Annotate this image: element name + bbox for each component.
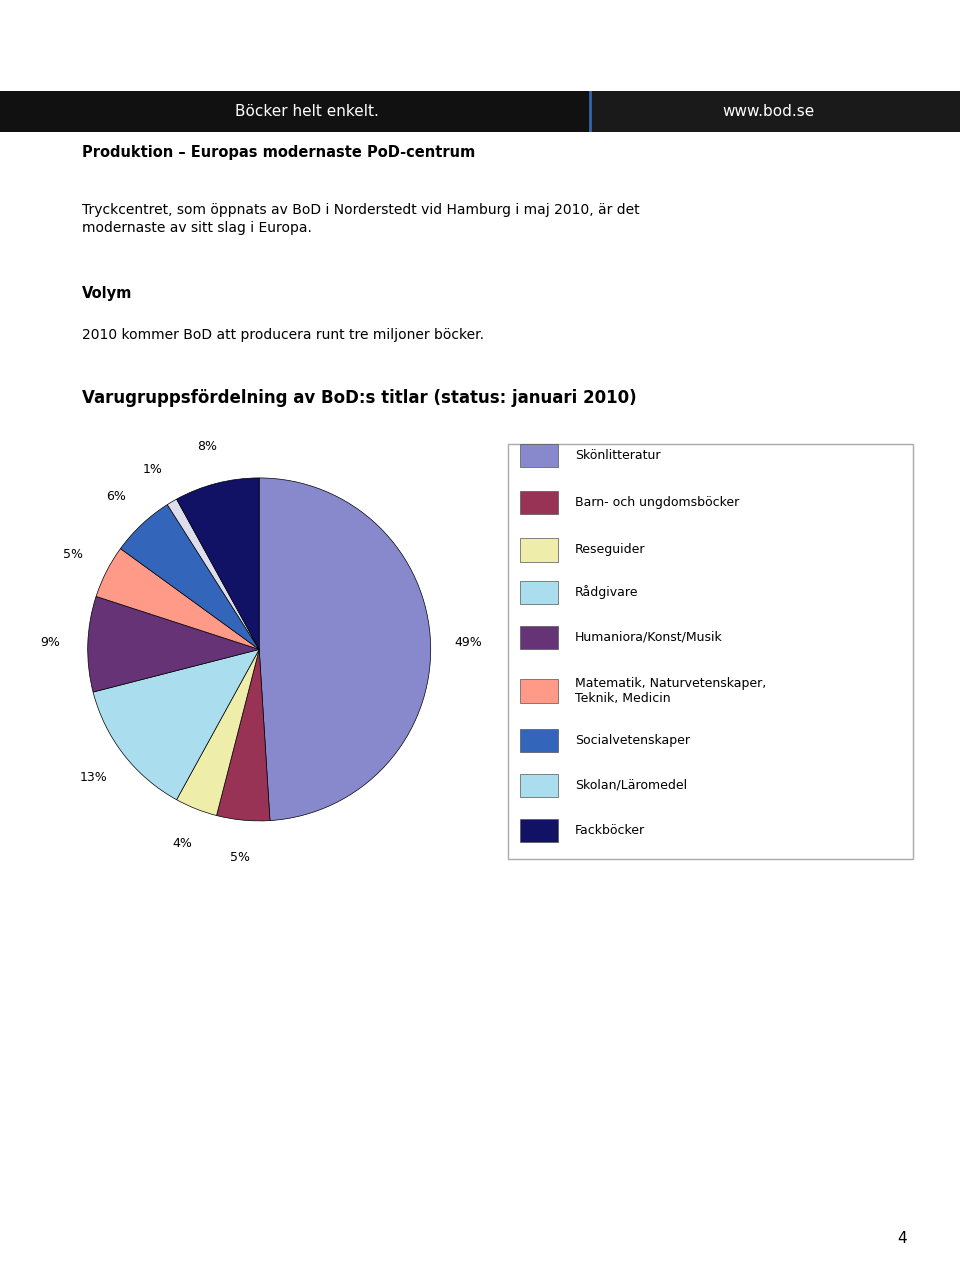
Bar — [0, 91, 590, 132]
Text: 4: 4 — [898, 1231, 907, 1246]
Bar — [520, 581, 559, 604]
Text: 1%: 1% — [143, 463, 162, 475]
Text: Books on Demand: Books on Demand — [183, 16, 777, 74]
Text: Fackböcker: Fackböcker — [575, 823, 645, 837]
Text: Rådgivare: Rådgivare — [575, 585, 638, 599]
Bar — [520, 680, 559, 702]
Bar — [520, 818, 559, 842]
Text: 5%: 5% — [62, 549, 83, 561]
Text: Socialvetenskaper: Socialvetenskaper — [575, 734, 690, 747]
Text: Skolan/Läromedel: Skolan/Läromedel — [575, 779, 687, 792]
Bar — [520, 444, 559, 467]
Wedge shape — [177, 478, 259, 649]
Bar — [520, 538, 559, 561]
Wedge shape — [93, 649, 259, 799]
Text: 2010 kommer BoD att producera runt tre miljoner böcker.: 2010 kommer BoD att producera runt tre m… — [82, 328, 484, 342]
Text: www.bod.se: www.bod.se — [722, 105, 814, 119]
Wedge shape — [120, 504, 259, 649]
Wedge shape — [167, 499, 259, 649]
Text: 13%: 13% — [80, 772, 108, 784]
Text: 4%: 4% — [172, 837, 192, 850]
Wedge shape — [217, 649, 270, 821]
Bar — [590, 91, 960, 132]
Text: Barn- och ungdomsböcker: Barn- och ungdomsböcker — [575, 496, 739, 509]
Text: Böcker helt enkelt.: Böcker helt enkelt. — [235, 105, 379, 119]
Text: Skönlitteratur: Skönlitteratur — [575, 449, 660, 462]
Text: 8%: 8% — [197, 440, 217, 453]
Text: Volym: Volym — [82, 286, 132, 301]
Bar — [520, 774, 559, 797]
Wedge shape — [87, 596, 259, 692]
Text: 5%: 5% — [229, 851, 250, 864]
Text: 6%: 6% — [106, 491, 126, 503]
Text: Reseguider: Reseguider — [575, 543, 646, 556]
Wedge shape — [259, 478, 431, 821]
Wedge shape — [96, 549, 259, 649]
Text: 9%: 9% — [40, 637, 60, 649]
Bar — [520, 729, 559, 753]
Text: Humaniora/Konst/Musik: Humaniora/Konst/Musik — [575, 630, 723, 644]
Bar — [520, 625, 559, 649]
Text: 49%: 49% — [454, 637, 482, 649]
Text: Varugruppsfördelning av BoD:s titlar (status: januari 2010): Varugruppsfördelning av BoD:s titlar (st… — [82, 390, 636, 407]
Bar — [520, 491, 559, 514]
Wedge shape — [177, 649, 259, 816]
Text: Tryckcentret, som öppnats av BoD i Norderstedt vid Hamburg i maj 2010, är det
mo: Tryckcentret, som öppnats av BoD i Norde… — [82, 203, 639, 236]
Text: Matematik, Naturvetenskaper,
Teknik, Medicin: Matematik, Naturvetenskaper, Teknik, Med… — [575, 677, 766, 705]
Text: Produktion – Europas modernaste PoD-centrum: Produktion – Europas modernaste PoD-cent… — [82, 145, 475, 160]
